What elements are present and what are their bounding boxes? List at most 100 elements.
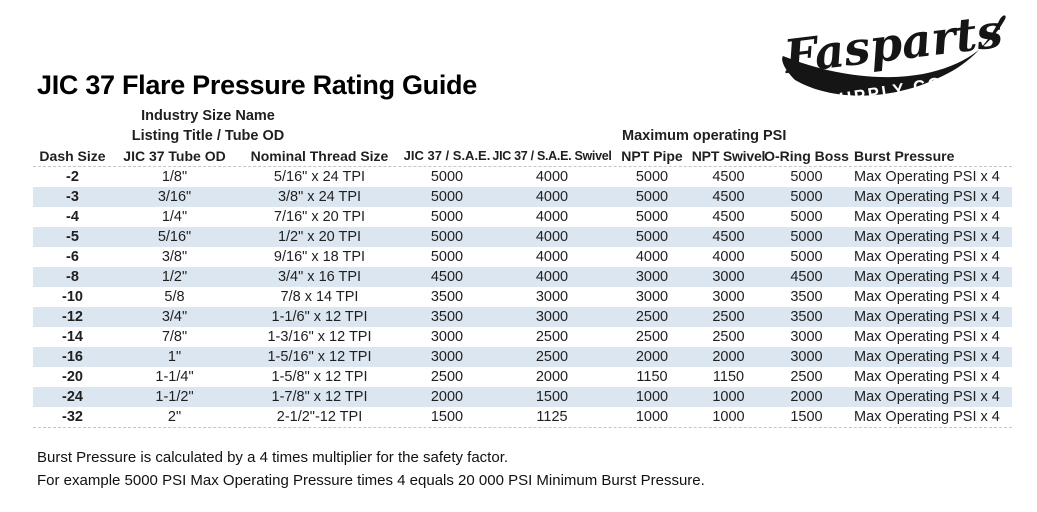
table-cell: Max Operating PSI x 4 — [854, 309, 1000, 325]
table-cell: 7/8" — [161, 329, 188, 345]
table-cell: -6 — [66, 249, 79, 265]
table-cell: 4000 — [535, 269, 569, 285]
table-cell: 5000 — [635, 229, 669, 245]
table-cell: 2000 — [712, 349, 745, 365]
industry-size-header-stack: Industry Size Name Listing Title / Tube … — [108, 106, 308, 146]
table-cell: 7/8 x 14 TPI — [280, 289, 359, 305]
table-cell: 5000 — [635, 189, 669, 205]
header-stack-line: Industry Size Name — [141, 108, 275, 124]
table-cell: 2000 — [635, 349, 669, 365]
table-cell: 4500 — [790, 269, 823, 285]
table-cell: 3000 — [535, 289, 569, 305]
max-psi-group-label: Maximum operating PSI — [622, 128, 787, 144]
table-cell: 3000 — [712, 289, 745, 305]
header-stack-line: Listing Title / Tube OD — [131, 128, 285, 144]
table-row: -4 1/4" 7/16" x 20 TPI 5000 4000 5000 4500 5000… — [33, 207, 1012, 227]
rating-table: Industry Size Name Listing Title / Tube … — [33, 106, 1012, 428]
table-cell: 5000 — [635, 169, 669, 185]
table-cell: Max Operating PSI x 4 — [854, 389, 1000, 405]
table-cell: Max Operating PSI x 4 — [854, 189, 1000, 205]
table-cell: 5000 — [790, 169, 823, 185]
column-header: NPT Swivel — [691, 148, 766, 164]
column-header: O-Ring Boss — [764, 148, 849, 164]
table-cell: -24 — [62, 389, 83, 405]
table-cell: 3500 — [430, 309, 464, 325]
table-cell: -10 — [62, 289, 83, 305]
table-cell: -12 — [62, 309, 83, 325]
table-cell: 1" — [167, 349, 182, 365]
table-cell: 4000 — [535, 209, 569, 225]
table-cell: 3/8" x 24 TPI — [277, 189, 362, 205]
table-cell: 2500 — [712, 309, 745, 325]
footnote-line: Burst Pressure is calculated by a 4 time… — [37, 449, 509, 466]
table-cell: 3000 — [430, 349, 464, 365]
table-cell: 3/16" — [157, 189, 192, 205]
table-cell: 2500 — [712, 329, 745, 345]
footnotes: Burst Pressure is calculated by a 4 time… — [37, 446, 705, 492]
table-cell: 3/8" — [161, 249, 188, 265]
column-header: JIC 37 / S.A.E. Swivel — [492, 149, 612, 163]
table-cell: 4500 — [712, 189, 745, 205]
table-row: -16 1" 1-5/16" x 12 TPI 3000 2500 2000 2000 300… — [33, 347, 1012, 367]
table-cell: -5 — [66, 229, 79, 245]
table-cell: 4000 — [635, 249, 669, 265]
table-cell: 1/4" — [161, 209, 188, 225]
column-header: NPT Pipe — [621, 148, 683, 164]
table-cell: -4 — [66, 209, 79, 225]
table-cell: 4000 — [712, 249, 745, 265]
table-cell: 2000 — [535, 369, 569, 385]
table-cell: 1-1/4" — [155, 369, 194, 385]
table-cell: 7/16" x 20 TPI — [273, 209, 366, 225]
table-row: -8 1/2" 3/4" x 16 TPI 4500 4000 3000 3000 4500 M… — [33, 267, 1012, 287]
table-cell: 3000 — [790, 349, 823, 365]
table-cell: 2500 — [635, 309, 669, 325]
table-cell: 3/4" — [161, 309, 188, 325]
column-header: Nominal Thread Size — [250, 148, 389, 164]
table-cell: 5000 — [790, 249, 823, 265]
table-row: -20 1-1/4" 1-5/8" x 12 TPI 2500 2000 1150 1150… — [33, 367, 1012, 387]
table-row: -2 1/8" 5/16" x 24 TPI 5000 4000 5000 4500 5000… — [33, 167, 1012, 187]
table-cell: 5/8 — [164, 289, 185, 305]
column-header: Dash Size — [39, 148, 106, 164]
table-cell: 3000 — [430, 329, 464, 345]
column-header: JIC 37 Tube OD — [123, 148, 226, 164]
table-cell: 2500 — [535, 329, 569, 345]
table-cell: 5000 — [430, 189, 464, 205]
table-cell: Max Operating PSI x 4 — [854, 289, 1000, 305]
table-cell: 3500 — [430, 289, 464, 305]
table-cell: 2500 — [790, 369, 823, 385]
table-cell: 2" — [167, 409, 182, 425]
table-cell: 5000 — [430, 209, 464, 225]
table-cell: Max Operating PSI x 4 — [854, 269, 1000, 285]
table-cell: 3000 — [635, 289, 669, 305]
table-header: Industry Size Name Listing Title / Tube … — [33, 106, 1012, 166]
table-row: -24 1-1/2" 1-7/8" x 12 TPI 2000 1500 1000 1000… — [33, 387, 1012, 407]
table-cell: 1500 — [535, 389, 569, 405]
table-cell: -14 — [62, 329, 83, 345]
table-cell: 2500 — [635, 329, 669, 345]
table-cell: 1-5/16" x 12 TPI — [267, 349, 372, 365]
table-cell: -8 — [66, 269, 79, 285]
table-row: -12 3/4" 1-1/6" x 12 TPI 3500 3000 2500 2500 35… — [33, 307, 1012, 327]
table-cell: Max Operating PSI x 4 — [854, 249, 1000, 265]
table-cell: 1500 — [790, 409, 823, 425]
logo-brand-text: Fasparts — [779, 4, 1005, 84]
table-cell: 4500 — [712, 229, 745, 245]
table-cell: 1000 — [635, 389, 669, 405]
table-cell: 4500 — [712, 169, 745, 185]
table-row: -10 5/8 7/8 x 14 TPI 3500 3000 3000 3000 3500 Ma… — [33, 287, 1012, 307]
table-cell: -2 — [66, 169, 79, 185]
column-header: Burst Pressure — [854, 148, 955, 164]
table-row: -32 2" 2-1/2"-12 TPI 1500 1125 1000 1000 1500 Ma… — [33, 407, 1012, 427]
table-cell: 5000 — [790, 229, 823, 245]
table-cell: 1-1/6" x 12 TPI — [271, 309, 368, 325]
table-cell: 5000 — [790, 209, 823, 225]
table-cell: 1125 — [536, 409, 568, 425]
table-cell: 1150 — [636, 369, 668, 385]
table-cell: 4000 — [535, 249, 569, 265]
table-cell: 1000 — [635, 409, 669, 425]
column-headers-row: Dash Size JIC 37 Tube OD Nominal Thread Si… — [33, 146, 1012, 166]
table-row: -5 5/16" 1/2" x 20 TPI 5000 4000 5000 4500 5000… — [33, 227, 1012, 247]
table-cell: -32 — [62, 409, 83, 425]
